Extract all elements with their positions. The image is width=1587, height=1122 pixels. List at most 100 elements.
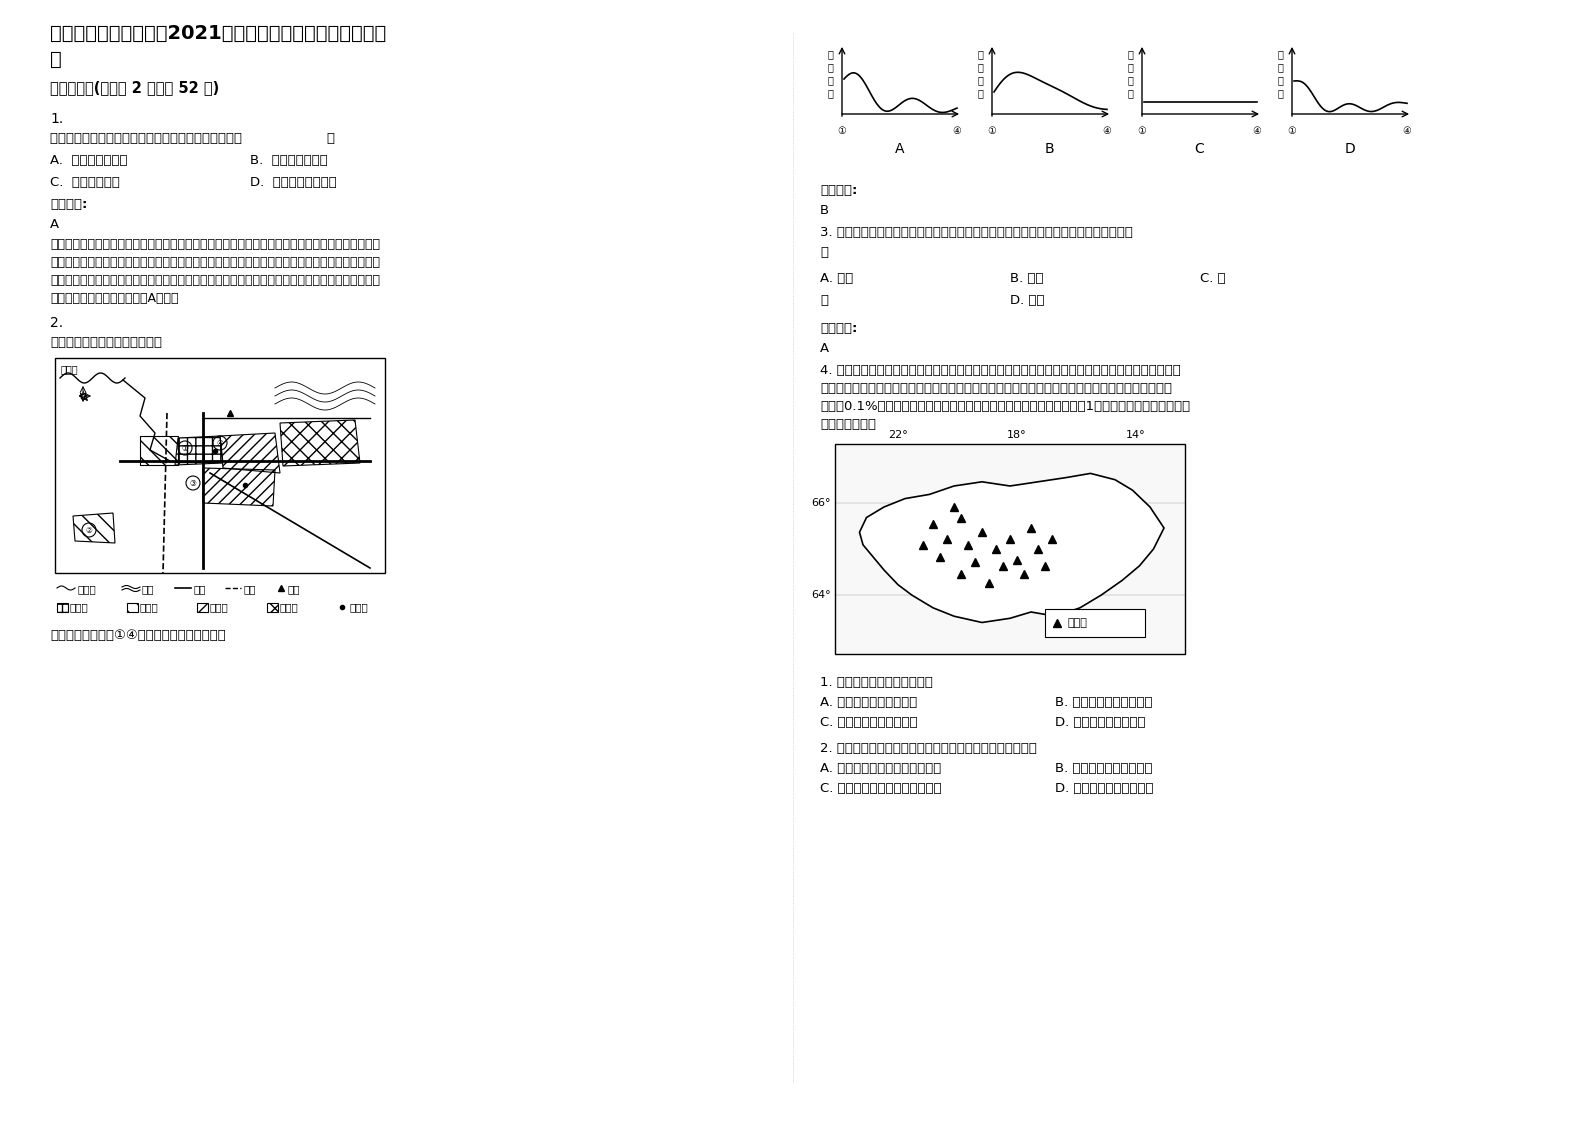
Text: D. 沈阳: D. 沈阳 xyxy=(1009,294,1044,307)
Text: 地: 地 xyxy=(827,49,833,59)
Text: 福建省漳州市盘陀中学2021年高三地理下学期期末试题含解: 福建省漳州市盘陀中学2021年高三地理下学期期末试题含解 xyxy=(51,24,386,43)
Text: 星级店: 星级店 xyxy=(349,603,368,611)
Text: 22°: 22° xyxy=(889,430,908,440)
Text: 完成下面小题。: 完成下面小题。 xyxy=(820,419,876,431)
Text: A.  总星系、地月系: A. 总星系、地月系 xyxy=(51,154,127,167)
Text: B: B xyxy=(820,204,828,217)
Text: 铁路: 铁路 xyxy=(243,583,256,594)
Text: 和其他行星系。所以本题选择A选项。: 和其他行星系。所以本题选择A选项。 xyxy=(51,292,178,305)
Text: 3. 省级行政中心是我国省级行政区的政治中心，据此回答位于黄河流域的省级行政中心: 3. 省级行政中心是我国省级行政区的政治中心，据此回答位于黄河流域的省级行政中心 xyxy=(820,226,1133,239)
Text: 参考答案:: 参考答案: xyxy=(51,197,87,211)
Text: 水: 水 xyxy=(1278,75,1282,85)
Bar xyxy=(57,603,68,611)
Text: 2. 冰岛风能资源丰富但没有大规模发展风电，其主要原因是: 2. 冰岛风能资源丰富但没有大规模发展风电，其主要原因是 xyxy=(820,742,1036,755)
Text: C: C xyxy=(1195,142,1205,156)
Text: ④: ④ xyxy=(1403,126,1411,136)
Text: 风频图: 风频图 xyxy=(60,364,79,374)
Text: 析: 析 xyxy=(51,50,62,68)
Text: 水: 水 xyxy=(827,75,833,85)
Text: A. 水电和地热发电技术要求较低: A. 水电和地热发电技术要求较低 xyxy=(820,762,941,775)
Text: 是: 是 xyxy=(820,246,828,259)
Text: D: D xyxy=(1344,142,1355,156)
Text: ①: ① xyxy=(1138,126,1146,136)
Text: A: A xyxy=(895,142,905,156)
Text: B: B xyxy=(1044,142,1054,156)
Text: 水: 水 xyxy=(978,75,982,85)
Text: 都: 都 xyxy=(820,294,828,307)
Text: 水: 水 xyxy=(1127,75,1133,85)
Text: A: A xyxy=(51,218,59,231)
Text: 2.: 2. xyxy=(51,316,63,330)
Text: 租: 租 xyxy=(827,62,833,72)
Text: 活火山: 活火山 xyxy=(1066,618,1087,628)
Text: 参考答案:: 参考答案: xyxy=(820,322,857,335)
Text: B. 从西南到东北的火山带: B. 从西南到东北的火山带 xyxy=(1055,696,1152,709)
Text: 64°: 64° xyxy=(811,590,832,600)
Text: 矿矿: 矿矿 xyxy=(287,583,300,594)
Text: ④: ④ xyxy=(1252,126,1262,136)
Text: 本题考查天体系统的层次。距离相近的天体因相互吸引和相互绕转，构成不同级别的天体系统，天体: 本题考查天体系统的层次。距离相近的天体因相互吸引和相互绕转，构成不同级别的天体系… xyxy=(51,238,379,251)
Text: A. 西宁: A. 西宁 xyxy=(820,272,854,285)
Text: D. 环岛的沿海平原地区: D. 环岛的沿海平原地区 xyxy=(1055,716,1146,729)
Bar xyxy=(127,603,138,611)
Text: ④: ④ xyxy=(952,126,962,136)
Text: 1. 冰岛的地热资源主要分布在: 1. 冰岛的地热资源主要分布在 xyxy=(820,675,933,689)
Bar xyxy=(835,444,1185,654)
Text: ④: ④ xyxy=(216,439,224,448)
Text: B. 南昌: B. 南昌 xyxy=(1009,272,1044,285)
Text: ②: ② xyxy=(86,525,92,534)
Text: ④: ④ xyxy=(1103,126,1111,136)
Text: D. 风向和风力季节变化大: D. 风向和风力季节变化大 xyxy=(1055,782,1154,795)
Text: 平: 平 xyxy=(1127,88,1133,98)
Text: 参考答案:: 参考答案: xyxy=(820,184,857,197)
Text: 住宅区: 住宅区 xyxy=(140,603,159,611)
Text: 河流: 河流 xyxy=(141,583,154,594)
Bar xyxy=(1044,609,1144,637)
Text: C.  星系、银河系: C. 星系、银河系 xyxy=(51,176,121,188)
Text: ①: ① xyxy=(1287,126,1297,136)
Text: C. 成: C. 成 xyxy=(1200,272,1225,285)
Text: ①: ① xyxy=(181,443,189,452)
Bar xyxy=(56,358,386,573)
Text: 18°: 18° xyxy=(1008,430,1027,440)
Text: A: A xyxy=(820,342,828,355)
Text: ①: ① xyxy=(838,126,846,136)
Text: 4. 地热能是来自于地球内部，引致火山爆发及地震的能量，发电、采暖和供热是地热能利用的主要方: 4. 地热能是来自于地球内部，引致火山爆发及地震的能量，发电、采暖和供热是地热能… xyxy=(820,364,1181,377)
Text: ①: ① xyxy=(987,126,997,136)
Text: D.  河外星系、太阳系: D. 河外星系、太阳系 xyxy=(251,176,336,188)
Text: 地: 地 xyxy=(1278,49,1282,59)
Text: 商业区: 商业区 xyxy=(70,603,89,611)
Text: 地: 地 xyxy=(1127,49,1133,59)
Text: 66°: 66° xyxy=(811,498,832,508)
Text: 等高线: 等高线 xyxy=(78,583,95,594)
Text: 下图中，正确表示①④间地租水平变化曲线的是: 下图中，正确表示①④间地租水平变化曲线的是 xyxy=(51,629,225,642)
Text: 一、选择题(每小题 2 分，共 52 分): 一、选择题(每小题 2 分，共 52 分) xyxy=(51,80,219,95)
Text: 租: 租 xyxy=(978,62,982,72)
Text: 租: 租 xyxy=(1127,62,1133,72)
Text: 工业区: 工业区 xyxy=(209,603,229,611)
Text: A. 由南向北延伸的断裂带: A. 由南向北延伸的断裂带 xyxy=(820,696,917,709)
Text: ③: ③ xyxy=(189,478,197,487)
Text: 系简称星系），银河系又向下分成第三级的太阳系及其他恒星系，太阳系向下分成最低一级的地月系: 系简称星系），银河系又向下分成第三级的太阳系及其他恒星系，太阳系向下分成最低一级… xyxy=(51,274,379,287)
Text: 地: 地 xyxy=(978,49,982,59)
Text: 平: 平 xyxy=(1278,88,1282,98)
Text: 系统的层次为：最高一级为总星系（即目前所知的宇宙范围），第二级为银河系和河外星系（河外星: 系统的层次为：最高一级为总星系（即目前所知的宇宙范围），第二级为银河系和河外星系… xyxy=(51,256,379,269)
Text: 14°: 14° xyxy=(1127,430,1146,440)
Text: 仅占约0.1%。目前，冰岛招商引资发展电解铝工业具有很强竞争力。图1示意冰岛活火山分布。据此: 仅占约0.1%。目前，冰岛招商引资发展电解铝工业具有很强竞争力。图1示意冰岛活火… xyxy=(820,401,1190,413)
Text: C. 中南部城市密集分布区: C. 中南部城市密集分布区 xyxy=(820,716,917,729)
Text: 式。冰岛是位于欧洲西北部的岛国，水能、地热和风能资源丰富，发电主要以水电和地热为主。风电: 式。冰岛是位于欧洲西北部的岛国，水能、地热和风能资源丰富，发电主要以水电和地热为… xyxy=(820,381,1173,395)
Text: 平: 平 xyxy=(827,88,833,98)
Polygon shape xyxy=(860,473,1163,623)
Text: 平: 平 xyxy=(978,88,982,98)
Text: 读我国某城市平面示意图，回答: 读我国某城市平面示意图，回答 xyxy=(51,335,162,349)
Text: C. 水电和地热发电量大且价格低: C. 水电和地热发电量大且价格低 xyxy=(820,782,941,795)
Bar xyxy=(267,603,278,611)
Text: 公路: 公路 xyxy=(194,583,205,594)
Text: 下列各种天体系统中，最大和最小的天体系统分别是（                    ）: 下列各种天体系统中，最大和最小的天体系统分别是（ ） xyxy=(51,132,335,145)
Text: 租: 租 xyxy=(1278,62,1282,72)
Text: B.  太阳系、地月系: B. 太阳系、地月系 xyxy=(251,154,329,167)
Text: B. 风电设备制造技术落后: B. 风电设备制造技术落后 xyxy=(1055,762,1152,775)
Bar xyxy=(197,603,208,611)
Text: 文化区: 文化区 xyxy=(279,603,298,611)
Text: 1.: 1. xyxy=(51,112,63,126)
